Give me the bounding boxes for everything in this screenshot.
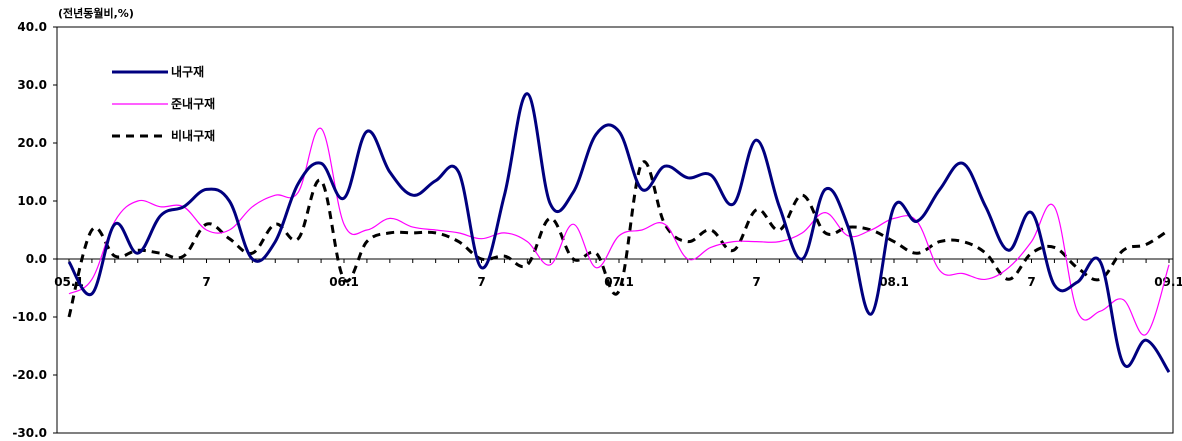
legend-label-2: 비내구재 (171, 128, 215, 143)
y-tick-label: 10.0 (17, 194, 47, 208)
y-tick-label: -30.0 (12, 426, 47, 437)
x-tick-label: 7 (1027, 275, 1035, 289)
y-tick-label: -20.0 (12, 368, 47, 382)
series-line-1 (68, 127, 1170, 336)
y-tick-label: 0.0 (26, 252, 47, 266)
unit-label: (전년동월비,%) (58, 6, 134, 20)
legend-label-0: 내구재 (171, 64, 204, 79)
series-lines (67, 92, 1171, 373)
y-tick-label: -10.0 (12, 310, 47, 324)
x-tick-label: 06.1 (329, 275, 359, 289)
x-tick-label: 7 (477, 275, 485, 289)
y-tick-label: 30.0 (17, 78, 47, 92)
x-tick-label: 7 (202, 275, 210, 289)
y-tick-label: 20.0 (17, 136, 47, 150)
x-tick-label: 7 (752, 275, 760, 289)
x-tick-label: 09.1 (1154, 275, 1182, 289)
y-axis: 40.0 30.0 20.0 10.0 0.0 -10.0 -20.0 -30.0 (12, 20, 57, 440)
legend-label-1: 준내구재 (171, 96, 215, 111)
y-tick-label: 40.0 (17, 20, 47, 34)
series-line-2 (67, 160, 1170, 318)
plot-area-frame (56, 26, 1174, 434)
x-tick-label: 08.1 (879, 275, 909, 289)
series-line-0 (67, 92, 1171, 373)
x-tick-label: 07.1 (604, 275, 634, 289)
